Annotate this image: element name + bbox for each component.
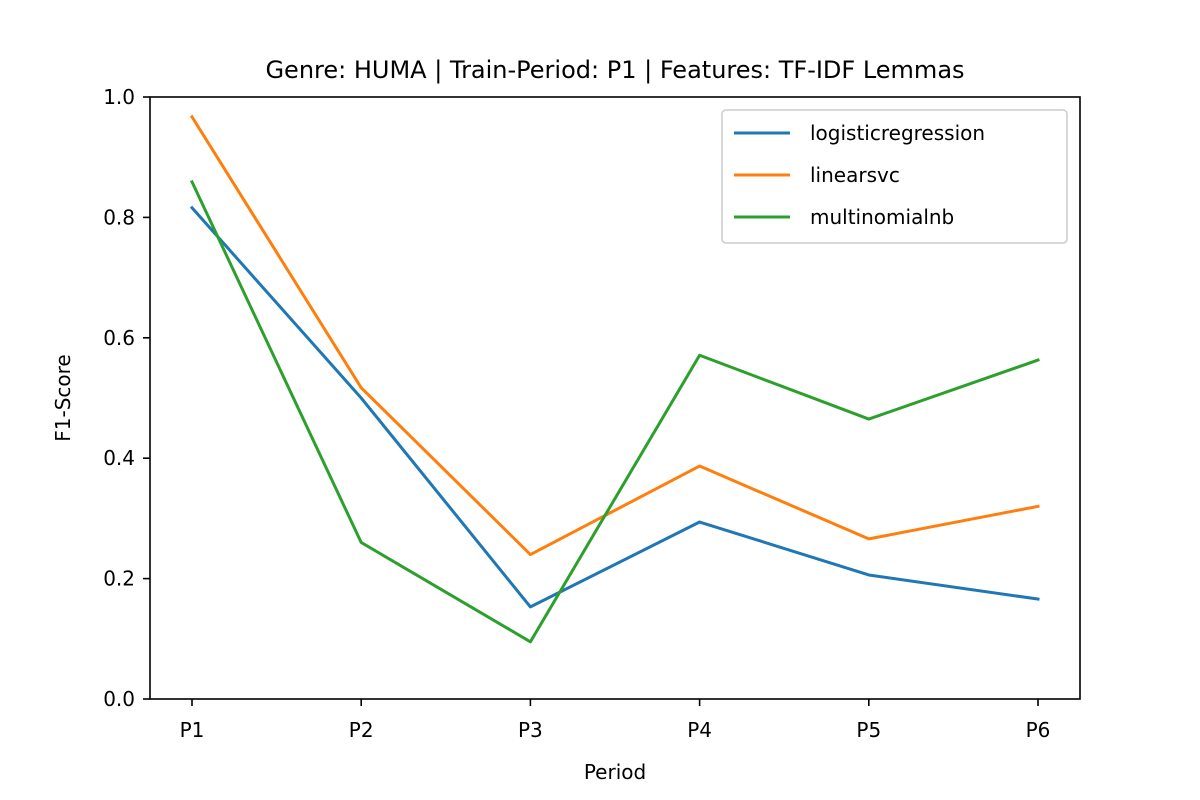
x-tick-label-P2: P2 bbox=[349, 718, 374, 742]
legend-label-linearsvc: linearsvc bbox=[810, 163, 900, 187]
legend-label-logisticregression: logisticregression bbox=[810, 121, 985, 145]
y-tick-label-0.2: 0.2 bbox=[103, 567, 135, 591]
legend-box bbox=[721, 109, 1068, 244]
x-axis-label: Period bbox=[584, 760, 646, 784]
axes: P1 P2 P3 P4 P5 P6 0.0 0.2 0.4 0.6 0.8 1.0 bbox=[103, 85, 1081, 742]
y-tick-label-0.6: 0.6 bbox=[103, 326, 135, 350]
chart-title: Genre: HUMA | Train-Period: P1 | Feature… bbox=[265, 56, 964, 84]
axes-frame bbox=[149, 96, 1081, 700]
x-tick-label-P3: P3 bbox=[518, 718, 543, 742]
plot-area bbox=[189, 114, 1040, 644]
x-tick-label-P4: P4 bbox=[687, 718, 712, 742]
series-line-linearsvc bbox=[189, 114, 1040, 557]
legend-label-multinomialnb: multinomialnb bbox=[810, 205, 954, 229]
series-line-logisticregression bbox=[189, 205, 1040, 609]
series-line-multinomialnb bbox=[190, 179, 1040, 644]
y-axis-label: F1-Score bbox=[51, 354, 75, 441]
legend: logisticregression linearsvc multinomialnb bbox=[721, 109, 1068, 244]
y-tick-label-1.0: 1.0 bbox=[103, 85, 135, 109]
x-tick-label-P6: P6 bbox=[1026, 718, 1051, 742]
y-tick-label-0.4: 0.4 bbox=[103, 446, 135, 470]
x-tick-label-P1: P1 bbox=[180, 718, 205, 742]
y-tick-label-0.0: 0.0 bbox=[103, 687, 135, 711]
x-tick-label-P5: P5 bbox=[856, 718, 881, 742]
y-tick-label-0.8: 0.8 bbox=[103, 205, 135, 229]
